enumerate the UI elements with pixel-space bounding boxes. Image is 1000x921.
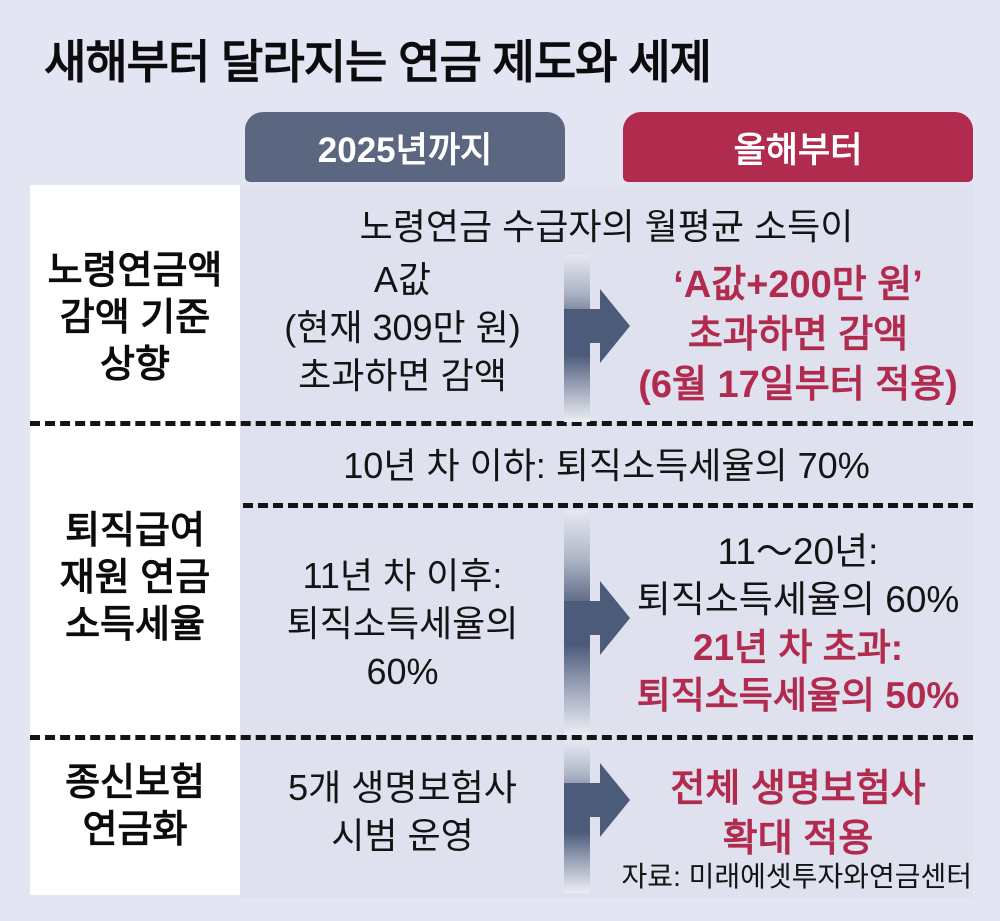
row2-before-cell: 11년 차 이후: 퇴직소득세율의 60% — [286, 555, 519, 692]
source-credit: 자료: 미래에셋투자와연금센터 — [621, 861, 972, 892]
column-header-after: 올해부터 — [623, 112, 973, 182]
row3-label: 종신보험 연금화 — [65, 762, 205, 851]
row1-after-cell: ‘A값+200만 원’ 초과하면 감액 (6월 17일부터 적용) — [638, 264, 958, 406]
row3-after-cell: 전체 생명보험사 확대 적용 — [670, 768, 926, 860]
row-divider-2 — [243, 503, 973, 508]
row3-before-cell: 5개 생명보험사 시범 운영 — [288, 767, 517, 856]
row1-label: 노령연금액 감액 기준 상향 — [47, 250, 223, 386]
row-label-column — [30, 185, 240, 895]
column-header-before: 2025년까지 — [245, 112, 565, 182]
row1-before-cell: A값 (현재 309만 원) 초과하면 감액 — [284, 259, 521, 396]
row-divider-1 — [30, 421, 973, 426]
row-divider-3 — [30, 735, 973, 740]
row2-after-cell: 11～20년: 퇴직소득세율의 60% 21년 차 초과: 퇴직소득세율의 50… — [636, 531, 960, 716]
row2-label: 퇴직급여 재원 연금 소득세율 — [59, 510, 211, 646]
gradient-ribbon — [564, 741, 590, 893]
row2-span-text: 10년 차 이하: 퇴직소득세율의 70% — [343, 445, 870, 486]
row1-span-text: 노령연금 수급자의 월평균 소득이 — [359, 206, 854, 247]
page-title: 새해부터 달라지는 연금 제도와 세제 — [44, 36, 712, 88]
